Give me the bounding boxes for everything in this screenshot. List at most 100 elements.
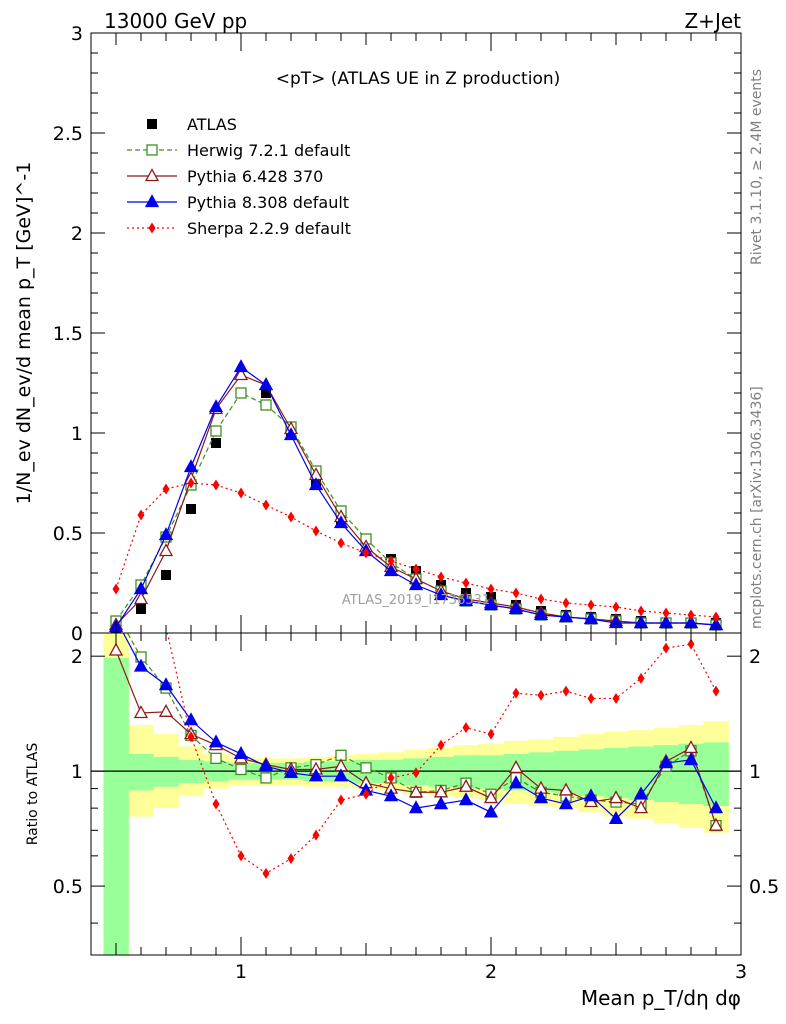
ratio-point-sherpa-2-2-9-default: [337, 794, 345, 806]
main-point-sherpa-2-2-9-default: [587, 599, 595, 611]
ratio-y-tick-label: 1: [71, 761, 83, 783]
main-y-axis-label: 1/N_ev dN_ev/d mean p_T [GeV]^-1: [13, 162, 35, 505]
main-point-pythia-8-308-default: [158, 527, 174, 541]
main-point-atlas: [136, 604, 146, 614]
ratio-point-pythia-8-308-default: [383, 788, 399, 802]
main-point-pythia-8-308-default: [408, 577, 424, 591]
main-point-sherpa-2-2-9-default: [312, 525, 320, 537]
ratio-point-pythia-8-308-default: [658, 755, 674, 769]
ratio-point-herwig-7-2-1-default: [260, 772, 272, 784]
main-point-sherpa-2-2-9-default: [512, 587, 520, 599]
main-point-sherpa-2-2-9-default: [362, 547, 370, 559]
ratio-plot-content: [91, 633, 741, 955]
ratio-point-sherpa-2-2-9-default: [712, 685, 720, 697]
ratio-plot-panel: 0.5 0.5 1 1 2 2 1 2 3 Ratio to ATLAS Mean p_T/dη…: [25, 632, 779, 1010]
main-point-pythia-6-428-370: [133, 591, 149, 605]
main-point-pythia-8-308-default: [183, 459, 199, 473]
main-point-sherpa-2-2-9-default: [662, 607, 670, 619]
ratio-point-sherpa-2-2-9-default: [587, 692, 595, 704]
main-point-atlas: [161, 570, 171, 580]
main-point-sherpa-2-2-9-default: [412, 563, 420, 575]
ratio-point-pythia-6-428-370: [483, 790, 499, 804]
legend-item-sherpa-2-2-9-default: Sherpa 2.2.9 default: [127, 219, 351, 238]
ratio-point-pythia-6-428-370: [108, 642, 124, 656]
rivet-version-label: Rivet 3.1.10, ≥ 2.4M events: [749, 69, 765, 265]
main-point-sherpa-2-2-9-default: [237, 487, 245, 499]
ratio-point-pythia-8-308-default: [158, 677, 174, 691]
ratio-point-sherpa-2-2-9-default: [462, 722, 470, 734]
main-point-pythia-6-428-370: [158, 543, 174, 557]
main-point-herwig-7-2-1-default: [210, 425, 222, 437]
main-point-sherpa-2-2-9-default: [262, 499, 270, 511]
ratio-point-herwig-7-2-1-default: [360, 762, 372, 774]
main-y-tick-label: 2: [71, 223, 83, 245]
main-point-sherpa-2-2-9-default: [287, 511, 295, 523]
ratio-y-tick-label-right: 1: [749, 761, 761, 783]
ratio-point-pythia-6-428-370: [508, 759, 524, 773]
main-point-pythia-6-428-370: [233, 367, 249, 381]
ratio-point-pythia-8-308-default: [508, 775, 524, 789]
main-point-sherpa-2-2-9-default: [537, 593, 545, 605]
legend-marker: [144, 168, 160, 182]
ratio-point-pythia-8-308-default: [458, 792, 474, 806]
uncertainty-band-stat: [478, 755, 504, 789]
ratio-point-pythia-8-308-default: [633, 786, 649, 800]
main-point-pythia-8-308-default: [558, 609, 574, 623]
x-tick-label: 1: [235, 961, 247, 983]
main-point-pythia-8-308-default: [458, 593, 474, 607]
ratio-point-sherpa-2-2-9-default: [487, 728, 495, 740]
ratio-point-pythia-8-308-default: [483, 804, 499, 818]
ratio-point-pythia-6-428-370: [158, 703, 174, 717]
ratio-point-pythia-8-308-default: [208, 734, 224, 748]
ratio-plot-axes: 0.5 0.5 1 1 2 2 1 2 3: [53, 633, 779, 983]
header-right-label: Z+Jet: [684, 9, 741, 33]
main-point-sherpa-2-2-9-default: [387, 555, 395, 567]
main-point-herwig-7-2-1-default: [235, 387, 247, 399]
x-tick-label: 3: [735, 961, 747, 983]
main-point-pythia-8-308-default: [583, 611, 599, 625]
ratio-y-tick-label-right: 0.5: [749, 876, 779, 898]
plot-title: <pT> (ATLAS UE in Z production): [276, 69, 561, 89]
main-y-tick-label: 0: [71, 623, 83, 645]
ratio-point-pythia-6-428-370: [708, 817, 724, 831]
legend-item-herwig-7-2-1-default: Herwig 7.2.1 default: [127, 141, 350, 160]
main-y-tick-label: 3: [71, 23, 83, 45]
ratio-point-sherpa-2-2-9-default: [537, 689, 545, 701]
mcplots-label: mcplots.cern.ch [arXiv:1306.3436]: [749, 386, 765, 629]
legend-marker: [146, 144, 158, 156]
main-point-pythia-8-308-default: [133, 581, 149, 595]
main-point-pythia-8-308-default: [483, 597, 499, 611]
ratio-point-herwig-7-2-1-default: [210, 752, 222, 765]
ratio-point-pythia-6-428-370: [458, 778, 474, 792]
uncertainty-band-stat: [128, 753, 154, 791]
uncertainty-band-stat: [153, 756, 179, 787]
ratio-plot-border: [90, 632, 742, 956]
legend-label: ATLAS: [187, 115, 237, 134]
ratio-point-sherpa-2-2-9-default: [187, 731, 195, 743]
ratio-point-sherpa-2-2-9-default: [637, 672, 645, 684]
ratio-point-sherpa-2-2-9-default: [512, 687, 520, 699]
legend-item-pythia-6-428-370: Pythia 6.428 370: [127, 167, 323, 186]
main-point-pythia-8-308-default: [333, 515, 349, 529]
legend-marker: [144, 194, 160, 208]
ratio-series-sherpa-2-2-9-default: [166, 633, 720, 879]
main-plot-panel: 0 0.5 1 1.5 2 2.5 3 <pT> (ATLAS UE in Z produc…: [13, 23, 742, 645]
main-point-pythia-8-308-default: [433, 587, 449, 601]
ratio-point-sherpa-2-2-9-default: [287, 853, 295, 865]
ratio-point-sherpa-2-2-9-default: [562, 685, 570, 697]
ratio-point-pythia-8-308-default: [408, 800, 424, 814]
main-point-sherpa-2-2-9-default: [562, 597, 570, 609]
main-point-pythia-8-308-default: [308, 477, 324, 491]
x-tick-label: 2: [485, 961, 497, 983]
main-point-sherpa-2-2-9-default: [212, 479, 220, 491]
main-series-sherpa-2-2-9-default: [112, 477, 720, 623]
main-point-pythia-8-308-default: [533, 607, 549, 621]
main-point-atlas: [186, 504, 196, 514]
ratio-point-pythia-8-308-default: [583, 788, 599, 802]
ratio-point-sherpa-2-2-9-default: [662, 642, 670, 654]
legend-label: Sherpa 2.2.9 default: [187, 219, 351, 238]
main-point-sherpa-2-2-9-default: [187, 477, 195, 489]
main-point-pythia-8-308-default: [508, 601, 524, 615]
legend-label: Pythia 8.308 default: [187, 193, 349, 212]
